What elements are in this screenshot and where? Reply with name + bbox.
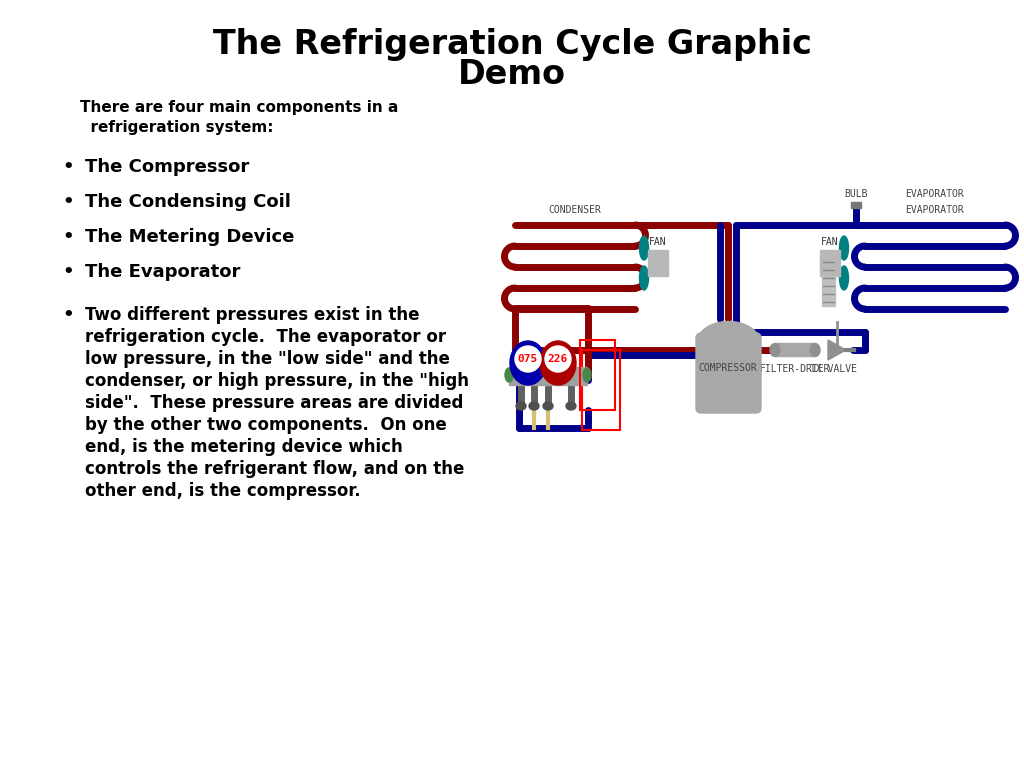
FancyBboxPatch shape xyxy=(648,250,668,276)
Text: The Condensing Coil: The Condensing Coil xyxy=(85,193,291,211)
Ellipse shape xyxy=(583,368,591,382)
Ellipse shape xyxy=(566,402,575,410)
Text: CONDENSER: CONDENSER xyxy=(549,205,601,215)
Text: other end, is the compressor.: other end, is the compressor. xyxy=(85,482,360,500)
Text: 226: 226 xyxy=(548,354,568,364)
Text: FAN: FAN xyxy=(821,237,839,247)
Text: EVAPORATOR: EVAPORATOR xyxy=(905,189,965,199)
Ellipse shape xyxy=(543,402,553,410)
Text: TX VALVE: TX VALVE xyxy=(810,364,856,374)
Text: FILTER-DRIER: FILTER-DRIER xyxy=(760,364,830,374)
Ellipse shape xyxy=(640,266,648,290)
Text: •: • xyxy=(62,193,74,211)
Text: end, is the metering device which: end, is the metering device which xyxy=(85,438,402,456)
Circle shape xyxy=(545,346,571,372)
Text: by the other two components.  On one: by the other two components. On one xyxy=(85,416,446,434)
Text: BULB: BULB xyxy=(844,189,867,199)
Polygon shape xyxy=(540,341,575,385)
FancyBboxPatch shape xyxy=(775,343,815,356)
FancyBboxPatch shape xyxy=(509,367,587,385)
Text: •: • xyxy=(62,158,74,176)
Text: side".  These pressure areas are divided: side". These pressure areas are divided xyxy=(85,394,464,412)
Text: Demo: Demo xyxy=(458,58,566,91)
Text: •: • xyxy=(62,306,74,324)
Ellipse shape xyxy=(640,236,648,260)
Text: The Compressor: The Compressor xyxy=(85,158,249,176)
Text: refrigeration cycle.  The evaporator or: refrigeration cycle. The evaporator or xyxy=(85,328,446,346)
Text: refrigeration system:: refrigeration system: xyxy=(80,120,273,135)
Text: 075: 075 xyxy=(518,354,539,364)
Polygon shape xyxy=(828,340,846,360)
Text: condenser, or high pressure, in the "high: condenser, or high pressure, in the "hig… xyxy=(85,372,469,390)
Ellipse shape xyxy=(505,368,513,382)
Ellipse shape xyxy=(810,343,820,356)
FancyBboxPatch shape xyxy=(851,202,861,208)
Text: controls the refrigerant flow, and on the: controls the refrigerant flow, and on th… xyxy=(85,460,464,478)
Text: Two different pressures exist in the: Two different pressures exist in the xyxy=(85,306,420,324)
Text: The Metering Device: The Metering Device xyxy=(85,228,294,246)
Text: •: • xyxy=(62,228,74,246)
Text: EVAPORATOR: EVAPORATOR xyxy=(905,205,965,215)
FancyBboxPatch shape xyxy=(822,252,835,306)
Text: FAN: FAN xyxy=(649,237,667,247)
Text: The Evaporator: The Evaporator xyxy=(85,263,241,281)
FancyBboxPatch shape xyxy=(820,250,840,276)
Ellipse shape xyxy=(516,402,526,410)
Polygon shape xyxy=(510,341,546,385)
Text: •: • xyxy=(62,263,74,281)
Circle shape xyxy=(515,346,541,372)
Text: The Refrigeration Cycle Graphic: The Refrigeration Cycle Graphic xyxy=(213,28,811,61)
Ellipse shape xyxy=(770,343,780,356)
Ellipse shape xyxy=(529,402,539,410)
Ellipse shape xyxy=(840,236,849,260)
FancyBboxPatch shape xyxy=(696,333,761,413)
Ellipse shape xyxy=(840,266,849,290)
Text: low pressure, in the "low side" and the: low pressure, in the "low side" and the xyxy=(85,350,450,368)
Text: There are four main components in a: There are four main components in a xyxy=(80,100,398,115)
Text: COMPRESSOR: COMPRESSOR xyxy=(698,363,758,373)
